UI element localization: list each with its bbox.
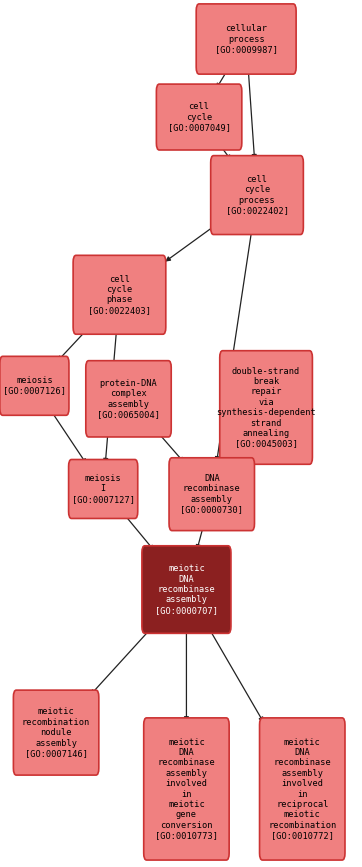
Text: meiosis
[GO:0007126]: meiosis [GO:0007126] xyxy=(3,376,66,395)
FancyBboxPatch shape xyxy=(144,718,229,860)
Text: cell
cycle
phase
[GO:0022403]: cell cycle phase [GO:0022403] xyxy=(88,275,151,315)
FancyBboxPatch shape xyxy=(196,4,296,75)
Text: meiotic
recombination
nodule
assembly
[GO:0007146]: meiotic recombination nodule assembly [G… xyxy=(22,707,90,758)
FancyBboxPatch shape xyxy=(86,361,171,437)
FancyBboxPatch shape xyxy=(0,356,69,415)
Text: meiotic
DNA
recombinase
assembly
[GO:0000707]: meiotic DNA recombinase assembly [GO:000… xyxy=(155,564,218,615)
FancyBboxPatch shape xyxy=(260,718,345,860)
Text: cell
cycle
process
[GO:0022402]: cell cycle process [GO:0022402] xyxy=(226,175,289,215)
FancyBboxPatch shape xyxy=(211,155,303,234)
FancyBboxPatch shape xyxy=(156,84,242,150)
FancyBboxPatch shape xyxy=(169,458,254,531)
Text: meiotic
DNA
recombinase
assembly
involved
in
meiotic
gene
conversion
[GO:0010773: meiotic DNA recombinase assembly involve… xyxy=(155,738,218,840)
Text: meiosis
I
[GO:0007127]: meiosis I [GO:0007127] xyxy=(72,474,135,504)
Text: meiotic
DNA
recombinase
assembly
involved
in
reciprocal
meiotic
recombination
[G: meiotic DNA recombinase assembly involve… xyxy=(268,738,336,840)
Text: DNA
recombinase
assembly
[GO:0000730]: DNA recombinase assembly [GO:0000730] xyxy=(180,474,243,514)
Text: cellular
process
[GO:0009987]: cellular process [GO:0009987] xyxy=(215,24,278,54)
Text: protein-DNA
complex
assembly
[GO:0065004]: protein-DNA complex assembly [GO:0065004… xyxy=(97,379,160,419)
FancyBboxPatch shape xyxy=(13,690,99,775)
FancyBboxPatch shape xyxy=(142,546,231,633)
FancyBboxPatch shape xyxy=(220,350,312,464)
FancyBboxPatch shape xyxy=(68,460,138,518)
Text: cell
cycle
[GO:0007049]: cell cycle [GO:0007049] xyxy=(168,102,231,132)
FancyBboxPatch shape xyxy=(73,255,166,334)
Text: double-strand
break
repair
via
synthesis-dependent
strand
annealing
[GO:0045003]: double-strand break repair via synthesis… xyxy=(216,367,316,448)
